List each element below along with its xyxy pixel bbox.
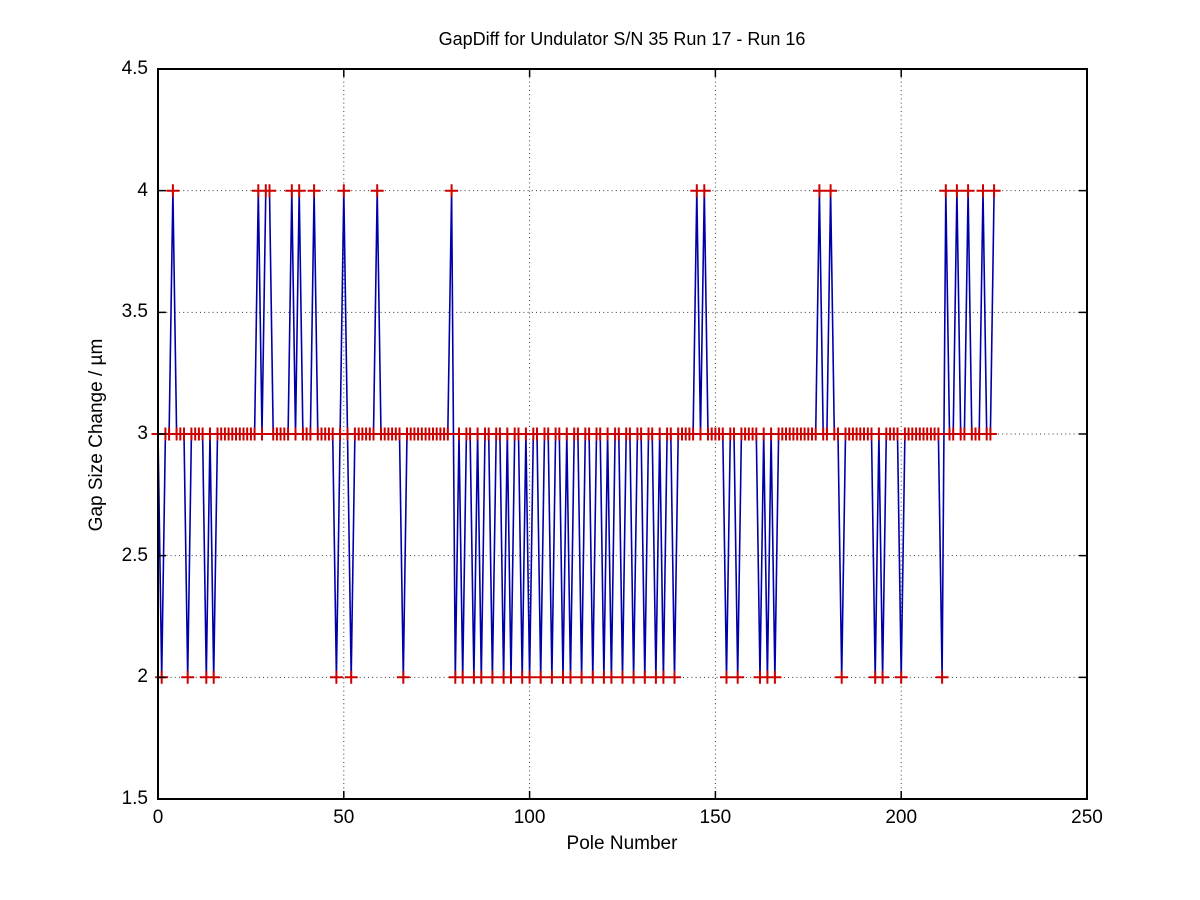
axis-ticks <box>157 68 1088 800</box>
x-tick-label: 250 <box>1071 807 1103 828</box>
y-tick-label: 4.5 <box>121 58 148 79</box>
x-tick-label: 100 <box>513 807 546 828</box>
x-tick-label: 150 <box>699 807 732 828</box>
y-tick-label: 2 <box>137 666 148 688</box>
x-tick-label: 50 <box>333 807 355 828</box>
chart-title: GapDiff for Undulator S/N 35 Run 17 - Ru… <box>438 29 806 49</box>
y-tick-label: 4 <box>137 179 148 201</box>
x-tick-label: 200 <box>885 807 918 828</box>
y-tick-label: 3 <box>137 423 148 444</box>
y-tick-label: 3.5 <box>121 301 148 323</box>
data-markers <box>151 184 1001 684</box>
x-axis-label: Pole Number <box>566 833 678 854</box>
y-tick-label: 2.5 <box>121 544 148 566</box>
y-tick-label: 1.5 <box>121 788 148 809</box>
x-tick-label: 0 <box>152 807 164 828</box>
